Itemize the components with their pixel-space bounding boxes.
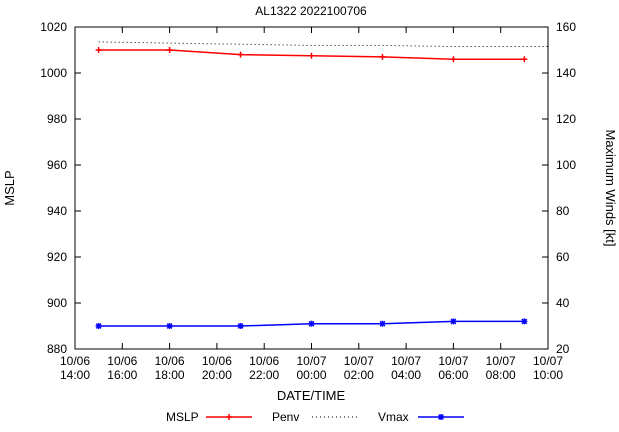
y-tick-label-right: 160 bbox=[556, 20, 576, 34]
plus-marker bbox=[226, 414, 232, 420]
asterisk-marker bbox=[95, 323, 102, 329]
x-tick-date-label: 10/06 bbox=[249, 354, 279, 368]
y-tick-label-left: 980 bbox=[47, 112, 67, 126]
y-tick-label-left: 880 bbox=[47, 342, 67, 356]
y-tick-label-right: 80 bbox=[556, 204, 570, 218]
plot-area: 880 20 900 40 920 60 940 80 960 100 980 120 1000 140 1… bbox=[40, 20, 576, 382]
x-tick-date-label: 10/06 bbox=[202, 354, 232, 368]
x-tick-time-label: 02:00 bbox=[344, 368, 374, 382]
legend-label-penv: Penv bbox=[272, 410, 299, 424]
asterisk-marker bbox=[308, 320, 315, 327]
x-tick-date-label: 10/07 bbox=[533, 354, 563, 368]
chart-legend: MSLP Penv Vmax bbox=[166, 410, 464, 424]
asterisk-marker bbox=[166, 323, 173, 329]
x-tick-time-label: 00:00 bbox=[296, 368, 326, 382]
x-tick-date-label: 10/07 bbox=[391, 354, 421, 368]
x-tick-date-label: 10/07 bbox=[344, 354, 374, 368]
x-tick-date-label: 10/07 bbox=[486, 354, 516, 368]
asterisk-marker bbox=[450, 318, 457, 325]
plus-marker bbox=[95, 47, 102, 53]
x-tick-time-label: 14:00 bbox=[60, 368, 90, 382]
asterisk-marker bbox=[379, 320, 386, 327]
x-tick-time-label: 16:00 bbox=[107, 368, 137, 382]
y-tick-label-right: 120 bbox=[556, 112, 576, 126]
x-tick-time-label: 06:00 bbox=[438, 368, 468, 382]
asterisk-marker bbox=[237, 323, 244, 329]
legend-label-vmax: Vmax bbox=[378, 410, 409, 424]
x-tick-date-label: 10/06 bbox=[107, 354, 137, 368]
x-tick-time-label: 04:00 bbox=[391, 368, 421, 382]
penv-series-line bbox=[98, 41, 548, 48]
y-tick-label-left: 900 bbox=[47, 296, 67, 310]
x-tick-time-label: 18:00 bbox=[155, 368, 185, 382]
y-tick-label-left: 1000 bbox=[40, 66, 67, 80]
y-tick-label-right: 20 bbox=[556, 342, 570, 356]
y-tick-label-right: 40 bbox=[556, 296, 570, 310]
asterisk-marker bbox=[438, 414, 444, 420]
y-tick-label-right: 60 bbox=[556, 250, 570, 264]
plus-marker bbox=[379, 53, 386, 60]
x-tick-date-label: 10/07 bbox=[438, 354, 468, 368]
x-tick-time-label: 10:00 bbox=[533, 368, 563, 382]
y-tick-label-left: 940 bbox=[47, 204, 67, 218]
plus-marker bbox=[237, 51, 244, 58]
y-tick-label-right: 100 bbox=[556, 158, 576, 172]
x-tick-date-label: 10/06 bbox=[155, 354, 185, 368]
x-tick-date-label: 10/07 bbox=[296, 354, 326, 368]
y-tick-label-left: 920 bbox=[47, 250, 67, 264]
y-tick-label-left: 1020 bbox=[40, 20, 67, 34]
y-axis-label-left: MSLP bbox=[2, 170, 17, 205]
y-tick-label-left: 960 bbox=[47, 158, 67, 172]
chart-title: AL1322 2022100706 bbox=[255, 4, 367, 18]
x-tick-date-label: 10/06 bbox=[60, 354, 90, 368]
plus-marker bbox=[450, 56, 457, 63]
legend-label-mslp: MSLP bbox=[166, 410, 199, 424]
x-tick-time-label: 08:00 bbox=[486, 368, 516, 382]
x-tick-time-label: 22:00 bbox=[249, 368, 279, 382]
plus-marker bbox=[521, 56, 528, 63]
y-axis-label-right: Maximum Winds [kt] bbox=[603, 129, 618, 246]
asterisk-marker bbox=[521, 318, 528, 325]
y-tick-label-right: 140 bbox=[556, 66, 576, 80]
plus-marker bbox=[308, 52, 315, 59]
plot-border bbox=[74, 26, 549, 350]
plus-marker bbox=[166, 47, 173, 53]
x-tick-time-label: 20:00 bbox=[202, 368, 232, 382]
x-axis-label: DATE/TIME bbox=[277, 388, 346, 403]
